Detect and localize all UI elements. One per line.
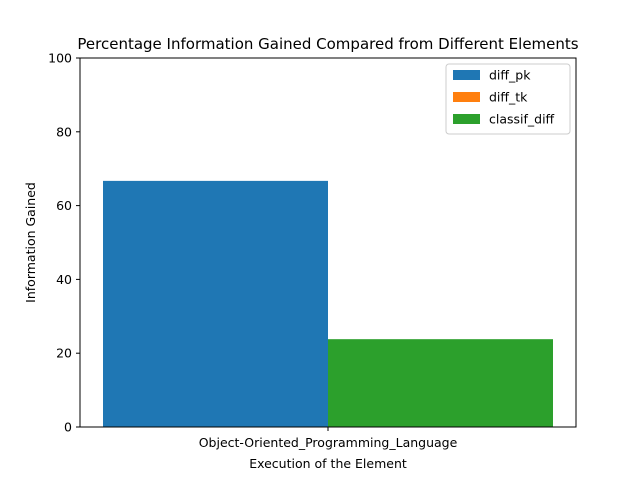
y-axis-label: Information Gained xyxy=(23,182,38,303)
legend: diff_pk diff_tk classif_diff xyxy=(445,63,571,135)
x-tick-label: Object-Oriented_Programming_Language xyxy=(199,435,458,450)
y-tick-label: 40 xyxy=(56,272,72,287)
y-tick-label: 80 xyxy=(56,124,72,139)
x-axis-ticks: Object-Oriented_Programming_Language xyxy=(199,427,458,450)
y-tick-label: 0 xyxy=(64,420,72,435)
legend-label-diff_tk: diff_tk xyxy=(489,90,528,105)
legend-swatch-diff_tk xyxy=(453,92,480,102)
y-axis-ticks: 0 20 40 60 80 100 xyxy=(48,51,80,435)
bar-diff_pk xyxy=(103,180,328,427)
legend-label-diff_pk: diff_pk xyxy=(489,68,531,83)
x-axis-label: Execution of the Element xyxy=(249,456,407,471)
chart-title: Percentage Information Gained Compared f… xyxy=(77,35,578,53)
legend-label-classif_diff: classif_diff xyxy=(489,112,555,127)
y-tick-label: 20 xyxy=(56,346,72,361)
bar-classif_diff xyxy=(328,339,553,427)
legend-swatch-diff_pk xyxy=(453,70,480,80)
legend-swatch-classif_diff xyxy=(453,114,480,124)
y-tick-label: 60 xyxy=(56,198,72,213)
y-tick-label: 100 xyxy=(48,51,72,66)
bars-group xyxy=(103,180,553,427)
